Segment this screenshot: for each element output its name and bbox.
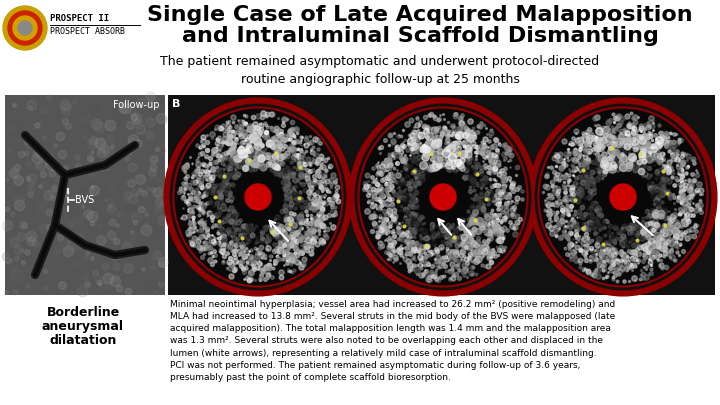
Text: PROSPECT II: PROSPECT II [50,14,109,23]
Text: Borderline: Borderline [46,306,120,319]
Text: dilatation: dilatation [49,334,117,347]
Ellipse shape [536,105,710,289]
Text: PROSPECT ABSORB: PROSPECT ABSORB [50,27,125,36]
Circle shape [3,6,47,50]
Text: The patient remained asymptomatic and underwent protocol-directed
routine angiog: The patient remained asymptomatic and un… [161,55,600,86]
Ellipse shape [232,171,284,223]
Text: BVS: BVS [75,195,94,205]
Ellipse shape [171,105,345,289]
Ellipse shape [417,171,469,223]
Text: Single Case of Late Acquired Malapposition: Single Case of Late Acquired Malappositi… [147,5,693,25]
Circle shape [18,21,32,35]
Text: Follow-up: Follow-up [114,100,160,110]
Text: B: B [172,99,181,109]
Text: aneurysmal: aneurysmal [42,320,124,333]
Circle shape [430,184,456,210]
Bar [168,95,715,295]
Circle shape [8,11,42,45]
Circle shape [610,184,636,210]
Circle shape [13,16,37,40]
Bar [5,95,165,295]
Ellipse shape [356,105,530,289]
Ellipse shape [597,171,649,223]
Text: Minimal neointimal hyperplasia; vessel area had increased to 26.2 mm² (positive : Minimal neointimal hyperplasia; vessel a… [170,300,616,382]
Circle shape [245,184,271,210]
Text: and Intraluminal Scaffold Dismantling: and Intraluminal Scaffold Dismantling [181,26,658,46]
Bar [5,95,165,295]
